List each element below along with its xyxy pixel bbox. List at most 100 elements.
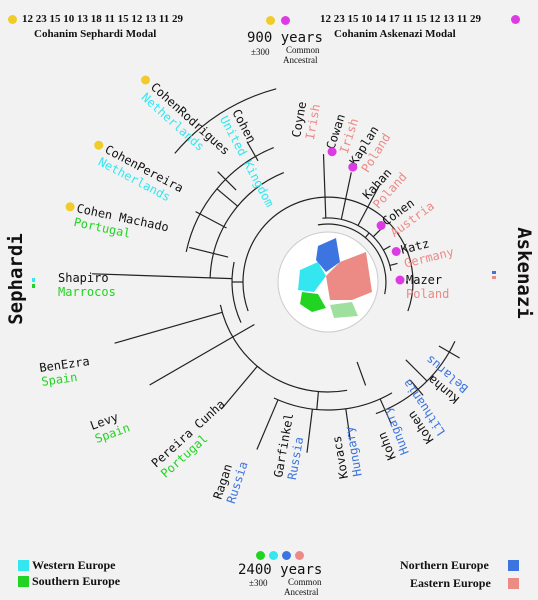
leaf-label-6: LevySpain bbox=[88, 407, 132, 446]
leaf-modal-dot-14 bbox=[395, 275, 405, 285]
bottom-ancestral-line1: Common bbox=[288, 577, 322, 587]
arc-root bbox=[242, 196, 414, 312]
bottom-western-dot bbox=[269, 551, 278, 560]
askenazi-color-mark-eastern bbox=[492, 276, 496, 279]
arc-uk-nl bbox=[174, 88, 277, 154]
leaf-label-4: Shapiro Marrocos bbox=[58, 271, 116, 299]
top-ancestral-line2: Ancestral bbox=[283, 55, 318, 65]
askenazi-modal-numbers: 12 23 15 10 14 17 11 15 12 13 11 29 bbox=[320, 13, 482, 25]
leaf-label-3: Cohen MachadoPortugal bbox=[72, 201, 170, 248]
bottom-northern-dot bbox=[282, 551, 291, 560]
leaf-name-5: BenEzra bbox=[38, 354, 90, 375]
legend-eastern-swatch bbox=[508, 578, 519, 589]
leaf-modal-dot-2 bbox=[94, 140, 104, 150]
sephardi-modal-dot bbox=[8, 15, 17, 24]
leaf-branch-16 bbox=[383, 245, 391, 251]
legend-northern-label: Northern Europe bbox=[400, 558, 489, 572]
leaf-name-20: Coyne bbox=[289, 101, 309, 139]
leaf-branch-6 bbox=[149, 336, 234, 386]
leaf-label-1: CohenRodriguesNetherlands bbox=[139, 80, 233, 168]
leaf-branch-19 bbox=[340, 172, 352, 220]
stem-askenazi bbox=[364, 232, 370, 238]
leaf-name-14: Mazer bbox=[406, 273, 442, 287]
bottom-years-error: ±300 bbox=[249, 578, 268, 588]
legend-southern-swatch bbox=[18, 576, 29, 587]
leaf-label-9: GarfinkelRussia bbox=[271, 412, 310, 481]
leaf-modal-dot-19 bbox=[327, 147, 337, 157]
bottom-southern-dot bbox=[256, 551, 265, 560]
leaf-origin-5: Spain bbox=[40, 370, 78, 389]
leaf-branch-15 bbox=[389, 262, 398, 266]
askenazi-modal-dot bbox=[511, 15, 520, 24]
leaf-name-15: Katz bbox=[399, 236, 430, 257]
map-region-southern-east bbox=[330, 302, 358, 318]
tree-branches bbox=[92, 88, 460, 453]
map-region-western bbox=[298, 262, 326, 292]
leaf-modal-dot-3 bbox=[65, 202, 75, 212]
leaf-name-4: Shapiro bbox=[58, 271, 109, 285]
stem-south bbox=[232, 323, 255, 338]
legend-southern-label: Southern Europe bbox=[32, 574, 121, 588]
leaf-branch-2 bbox=[195, 211, 227, 229]
askenazi-group-label: Askenazi bbox=[512, 227, 535, 319]
sephardi-color-mark-western bbox=[32, 278, 35, 282]
leaf-label-20: CoyneIrish bbox=[289, 101, 323, 141]
leaf-labels: CohenUnited KingdomCohenRodriguesNetherl… bbox=[38, 75, 471, 505]
arc-lower-mid bbox=[256, 365, 348, 393]
arc-askenazi-root bbox=[317, 223, 387, 295]
bottom-ancestral-line2: Ancestral bbox=[284, 587, 319, 597]
leaf-branch-4 bbox=[92, 273, 233, 280]
leaf-branch-10 bbox=[345, 408, 351, 441]
leaf-branch-0 bbox=[246, 141, 259, 162]
leaf-branch-7 bbox=[220, 365, 258, 410]
leaf-label-0: CohenUnited Kingdom bbox=[217, 107, 289, 209]
askenazi-modal-label: Cohanim Askenazi Modal bbox=[334, 28, 456, 40]
leaf-modal-dot-1 bbox=[141, 75, 150, 85]
leaf-label-8: RaganRussia bbox=[211, 455, 251, 505]
stem-lower bbox=[356, 361, 367, 386]
leaf-branch-11 bbox=[379, 398, 393, 425]
leaf-branch-9 bbox=[306, 408, 313, 453]
map-region-southern bbox=[300, 292, 326, 312]
leaf-branch-12 bbox=[409, 379, 424, 396]
leaf-modal-dot-16 bbox=[376, 221, 386, 230]
leaf-label-14: Mazer Poland bbox=[406, 273, 449, 301]
legend-western-label: Western Europe bbox=[32, 558, 116, 572]
sephardi-color-mark-southern bbox=[32, 284, 35, 288]
map-region-eastern bbox=[326, 252, 372, 300]
leaf-origin-20: Irish bbox=[303, 103, 323, 141]
top-sephardi-dot bbox=[266, 16, 275, 25]
leaf-branch-5 bbox=[114, 311, 223, 344]
leaf-label-10: KovacsHungary bbox=[328, 425, 364, 480]
askenazi-color-mark-northern bbox=[492, 271, 496, 274]
leaf-branch-20 bbox=[322, 154, 327, 219]
map-region-northern bbox=[316, 238, 340, 272]
bottom-eastern-dot bbox=[295, 551, 304, 560]
top-ancestral-line1: Common bbox=[286, 45, 320, 55]
top-years-error: ±300 bbox=[251, 47, 270, 57]
stem-russia bbox=[316, 391, 319, 410]
top-years-value: 900 years bbox=[247, 30, 323, 46]
legend-eastern-label: Eastern Europe bbox=[410, 576, 491, 590]
leaf-label-15: KatzGermany bbox=[399, 231, 455, 270]
leaf-origin-4: Marrocos bbox=[58, 285, 116, 299]
leaf-branch-18 bbox=[357, 184, 381, 226]
leaf-label-5: BenEzraSpain bbox=[38, 354, 92, 389]
leaf-branch-3 bbox=[189, 246, 229, 258]
sephardi-modal-label: Cohanim Sephardi Modal bbox=[34, 28, 157, 40]
arc-russia-hungary bbox=[273, 392, 393, 411]
bottom-years-value: 2400 years bbox=[238, 562, 323, 578]
leaf-branch-1 bbox=[217, 171, 237, 191]
legend-western-swatch bbox=[18, 560, 29, 571]
legend-northern-swatch bbox=[508, 560, 519, 571]
leaf-branch-13 bbox=[438, 345, 460, 359]
leaf-branch-8 bbox=[256, 399, 279, 450]
leaf-modal-dot-15 bbox=[391, 247, 401, 256]
leaf-origin-14: Poland bbox=[406, 287, 449, 301]
sephardi-modal-numbers: 12 23 15 10 13 18 11 15 12 13 11 29 bbox=[22, 13, 184, 25]
stem-lithuania bbox=[405, 359, 428, 382]
leaf-modal-dot-18 bbox=[348, 162, 358, 172]
arc-askenazi-top bbox=[322, 217, 392, 272]
leaf-label-11: KohnHungary bbox=[367, 405, 412, 462]
